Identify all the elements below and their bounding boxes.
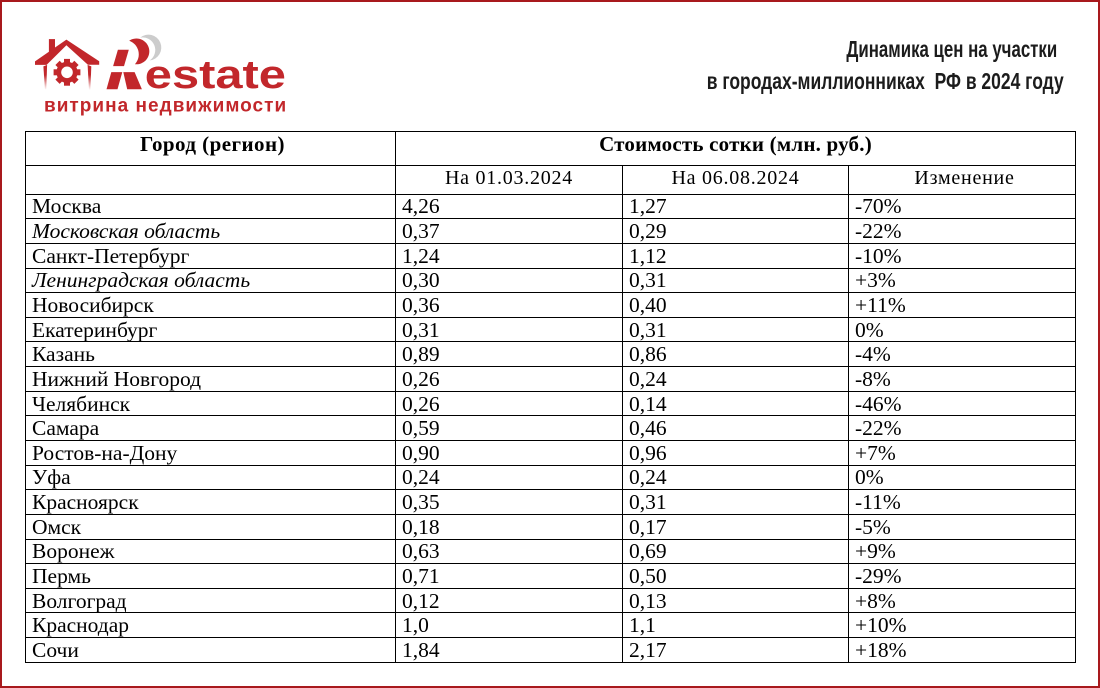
svg-text:estate: estate [145, 53, 286, 97]
svg-text:витрина недвижимости: витрина недвижимости [44, 95, 287, 116]
